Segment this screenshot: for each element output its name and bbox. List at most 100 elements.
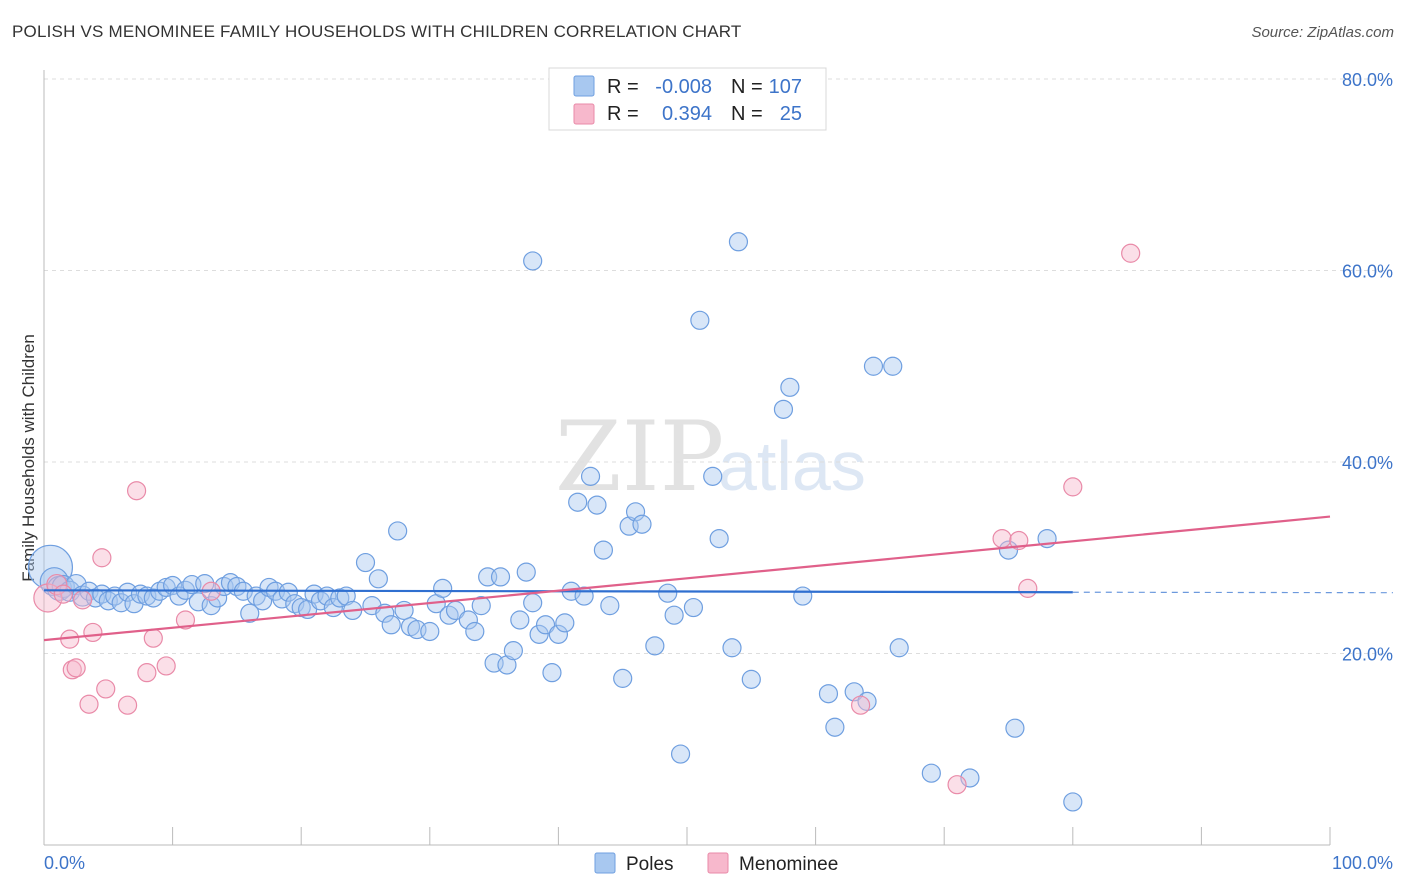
x-axis-ticks (172, 827, 1331, 845)
bottom-legend-label-menominee: Menominee (739, 854, 838, 875)
menominee-point-23 (1063, 477, 1083, 497)
poles-point-83 (587, 495, 607, 515)
y-tick-label-80: 80.0% (1342, 70, 1393, 90)
legend-n-label-poles: N = (731, 76, 763, 98)
poles-point-70 (503, 641, 523, 661)
poles-point-80 (568, 492, 588, 512)
series-menominee (33, 243, 1141, 795)
legend-swatch-menominee (573, 103, 595, 125)
watermark: ZIP atlas (555, 401, 866, 513)
bottom-legend: Poles Menominee (594, 852, 838, 875)
legend-r-value-poles: -0.008 (655, 76, 712, 98)
chart-title: POLISH VS MENOMINEE FAMILY HOUSEHOLDS WI… (12, 22, 742, 41)
poles-point-88 (625, 502, 646, 522)
menominee-point-13 (137, 663, 157, 683)
poles-point-77 (548, 624, 569, 644)
series-poles (27, 232, 1083, 812)
x-tick-label-max: 100.0% (1332, 853, 1393, 873)
menominee-point-14 (143, 628, 163, 648)
poles-point-58 (420, 621, 440, 642)
poles-point-100 (741, 669, 761, 689)
legend-n-value-menominee: 25 (780, 103, 802, 125)
poles-point-109 (889, 638, 909, 658)
poles-point-54 (388, 521, 408, 541)
gridlines (44, 78, 1393, 654)
legend-n-value-poles: 107 (769, 76, 802, 98)
poles-point-99 (728, 232, 749, 252)
menominee-point-19 (947, 775, 967, 795)
poles-point-64 (465, 621, 485, 642)
y-tick-labels: 20.0% 40.0% 60.0% 80.0% (1342, 70, 1393, 665)
poles-point-65 (471, 596, 491, 616)
poles-point-103 (793, 586, 813, 606)
poles-point-38 (278, 582, 298, 602)
legend-r-value-menominee: 0.394 (662, 103, 712, 125)
poles-point-93 (670, 744, 691, 764)
poles-point-74 (529, 624, 549, 644)
poles-point-76 (542, 663, 562, 683)
poles-point-63 (458, 610, 478, 630)
poles-point-95 (690, 310, 710, 330)
bottom-legend-label-poles: Poles (626, 854, 674, 875)
y-axis-label: Family Households with Children (19, 334, 38, 582)
menominee-point-15 (156, 656, 176, 676)
watermark-zip: ZIP (555, 401, 724, 513)
poles-point-110 (523, 251, 543, 271)
poles-point-105 (825, 717, 845, 737)
poles-point-60 (433, 578, 453, 598)
poles-point-78 (555, 613, 575, 633)
poles-point-68 (490, 567, 511, 587)
poles-point-104 (818, 684, 839, 704)
menominee-point-8 (83, 622, 103, 643)
poles-point-72 (516, 562, 536, 582)
menominee-point-6 (72, 590, 93, 610)
source-label: Source: ZipAtlas.com (1251, 24, 1394, 41)
poles-point-94 (683, 597, 704, 618)
poles-point-90 (645, 636, 665, 656)
bottom-legend-swatch-menominee (707, 852, 729, 874)
legend-r-label-poles: R = (607, 76, 639, 98)
menominee-point-24 (1121, 243, 1141, 263)
poles-point-117 (1063, 792, 1083, 812)
poles-point-32 (240, 603, 260, 623)
menominee-point-20 (992, 528, 1012, 549)
trend-lines (43, 515, 1394, 642)
poles-point-97 (709, 528, 729, 549)
poles-point-101 (773, 399, 794, 419)
poles-point-107 (863, 356, 884, 376)
poles-point-91 (658, 583, 678, 603)
menominee-point-12 (126, 481, 147, 501)
poles-point-96 (703, 466, 723, 486)
poles-point-112 (921, 763, 941, 783)
poles-point-25 (195, 574, 215, 594)
poles-point-71 (510, 610, 530, 630)
stats-legend-box (548, 67, 827, 131)
legend-r-label-menominee: R = (607, 103, 639, 125)
poles-point-69 (497, 655, 517, 675)
y-tick-label-60: 60.0% (1342, 262, 1393, 282)
poles-point-86 (613, 668, 633, 688)
menominee-point-11 (117, 695, 138, 715)
poles-point-75 (535, 615, 556, 635)
poles-point-73 (523, 593, 543, 613)
poles-point-108 (883, 356, 903, 376)
menominee-point-7 (79, 694, 99, 714)
poles-point-24 (188, 592, 208, 612)
poles-point-53 (381, 615, 401, 635)
poles-point-89 (632, 514, 652, 534)
poles-point-115 (1005, 718, 1025, 738)
stats-legend: R = -0.008 N = 107 R = 0.394 N = 25 (548, 67, 827, 131)
menominee-point-10 (96, 679, 116, 699)
menominee-point-16 (175, 610, 196, 630)
y-tick-label-40: 40.0% (1342, 453, 1393, 473)
trend-line-menominee (43, 515, 1331, 642)
poles-point-26 (201, 596, 221, 616)
poles-point-85 (600, 596, 620, 616)
x-tick-label-min: 0.0% (44, 853, 85, 873)
menominee-point-2 (53, 584, 73, 604)
poles-point-102 (780, 377, 800, 397)
poles-point-114 (998, 540, 1019, 560)
poles-point-92 (664, 605, 684, 625)
y-tick-label-20: 20.0% (1342, 645, 1393, 665)
